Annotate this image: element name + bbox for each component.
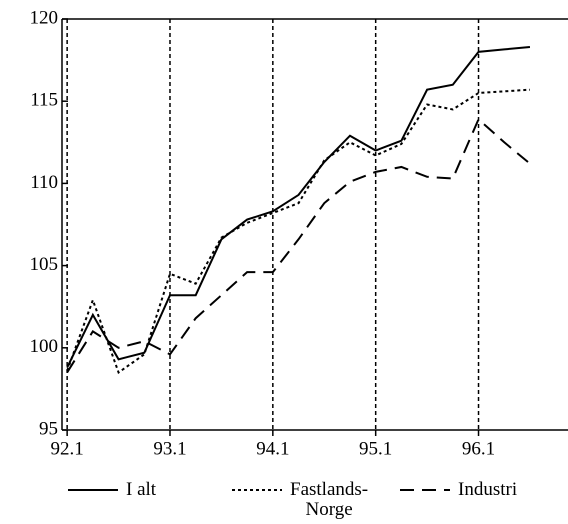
legend-label: Industri <box>458 479 518 500</box>
y-tick-label: 120 <box>30 7 59 28</box>
series-line <box>66 45 531 368</box>
x-tick-label: 93.1 <box>153 438 186 459</box>
legend: I alt Fastlands- Norge Industri <box>0 480 568 524</box>
series-line <box>66 117 531 373</box>
legend-swatch <box>400 489 450 491</box>
x-tick-label: 95.1 <box>359 438 392 459</box>
y-tick-label: 105 <box>30 254 59 275</box>
legend-item: Fastlands- Norge <box>232 480 368 520</box>
y-tick-label: 115 <box>30 90 58 111</box>
y-tick-label: 95 <box>39 418 58 439</box>
x-tick-label: 96.1 <box>462 438 495 459</box>
x-tick-label: 92.1 <box>51 438 84 459</box>
chart: 95 100 105 110 115 120 92.1 93.1 94.1 95.1 96.1 <box>30 7 568 459</box>
legend-swatch <box>68 489 118 491</box>
legend-label: I alt <box>126 479 157 500</box>
y-tick-label: 110 <box>30 172 58 193</box>
legend-swatch <box>232 489 282 491</box>
legend-item: Industri <box>400 480 517 500</box>
x-tick-label: 94.1 <box>256 438 289 459</box>
y-tick-label: 100 <box>30 336 59 357</box>
series-line <box>66 88 531 375</box>
legend-item: I alt <box>68 480 156 500</box>
legend-label: Fastlands- Norge <box>290 479 369 520</box>
